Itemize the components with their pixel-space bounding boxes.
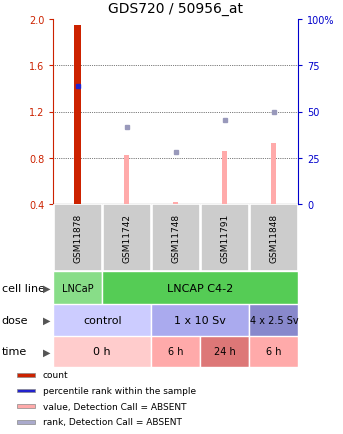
- Bar: [151, 336, 200, 367]
- Bar: [250, 204, 298, 271]
- Bar: [173, 202, 178, 204]
- Bar: [17, 404, 35, 408]
- Text: 0 h: 0 h: [93, 347, 111, 357]
- Bar: [124, 156, 129, 204]
- Bar: [271, 143, 276, 204]
- Text: value, Detection Call = ABSENT: value, Detection Call = ABSENT: [43, 402, 186, 411]
- Bar: [17, 389, 35, 392]
- Bar: [201, 204, 249, 271]
- Text: cell line: cell line: [2, 283, 45, 293]
- Text: 1 x 10 Sv: 1 x 10 Sv: [174, 315, 226, 325]
- Bar: [54, 204, 102, 271]
- Bar: [102, 271, 298, 304]
- Text: control: control: [83, 315, 121, 325]
- Text: ▶: ▶: [43, 315, 50, 325]
- Text: rank, Detection Call = ABSENT: rank, Detection Call = ABSENT: [43, 418, 181, 426]
- Text: time: time: [2, 347, 27, 357]
- Bar: [152, 204, 200, 271]
- Bar: [53, 336, 151, 367]
- Text: GSM11848: GSM11848: [269, 214, 279, 263]
- Text: 6 h: 6 h: [168, 347, 184, 357]
- Text: GSM11791: GSM11791: [220, 214, 229, 263]
- Text: LNCaP: LNCaP: [62, 283, 94, 293]
- Bar: [151, 304, 249, 336]
- Bar: [249, 304, 298, 336]
- Text: LNCAP C4-2: LNCAP C4-2: [167, 283, 234, 293]
- Text: GSM11742: GSM11742: [122, 214, 131, 263]
- Text: GSM11748: GSM11748: [171, 214, 180, 263]
- Bar: [17, 373, 35, 377]
- Text: GSM11878: GSM11878: [73, 214, 82, 263]
- Text: 24 h: 24 h: [214, 347, 236, 357]
- Text: 6 h: 6 h: [266, 347, 282, 357]
- Bar: [53, 271, 102, 304]
- Bar: [17, 420, 35, 424]
- Bar: [103, 204, 151, 271]
- Bar: [249, 336, 298, 367]
- Text: ▶: ▶: [43, 347, 50, 357]
- Bar: [53, 304, 151, 336]
- Bar: [222, 151, 227, 204]
- Text: 4 x 2.5 Sv: 4 x 2.5 Sv: [250, 315, 298, 325]
- Text: ▶: ▶: [43, 283, 50, 293]
- Text: count: count: [43, 371, 68, 379]
- Text: percentile rank within the sample: percentile rank within the sample: [43, 386, 196, 395]
- Bar: [200, 336, 249, 367]
- Text: dose: dose: [2, 315, 28, 325]
- Title: GDS720 / 50956_at: GDS720 / 50956_at: [108, 2, 243, 16]
- Bar: [74, 26, 81, 204]
